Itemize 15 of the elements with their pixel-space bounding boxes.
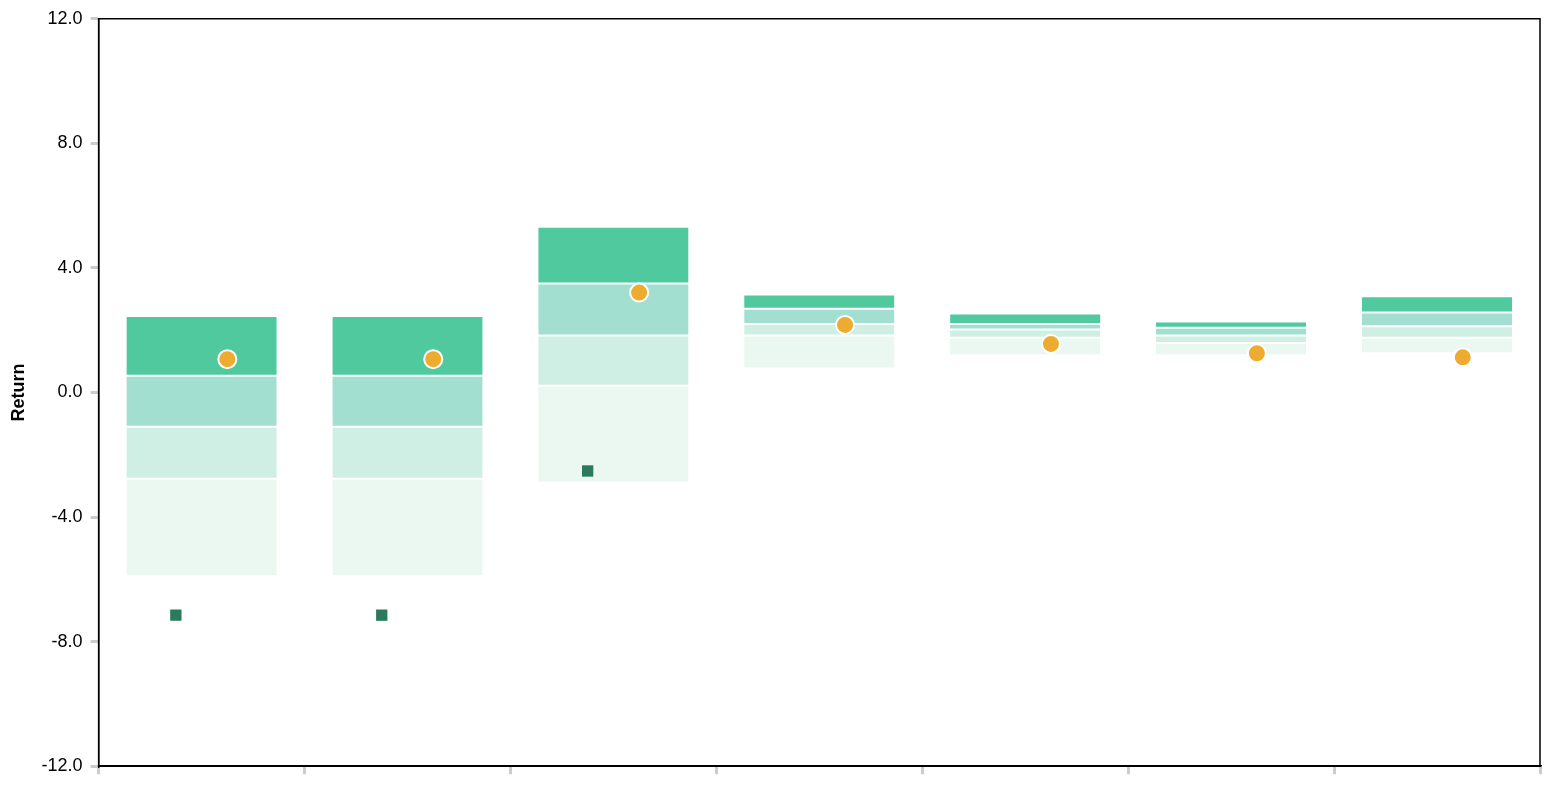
y-tick-label: 0.0 <box>57 381 83 402</box>
point <box>423 349 444 370</box>
y-tick-label: 4.0 <box>57 256 83 277</box>
point <box>1040 333 1061 354</box>
y-axis-title: Return <box>7 363 28 422</box>
point <box>835 314 856 335</box>
y-tick-label: 8.0 <box>57 132 83 153</box>
y-tick-label: -12.0 <box>41 755 83 776</box>
y-tick-label: -8.0 <box>51 630 83 651</box>
point <box>1452 347 1473 368</box>
point <box>217 349 238 370</box>
y-tick-label: 12.0 <box>47 7 83 28</box>
point <box>1246 343 1267 364</box>
y-tick-label: -4.0 <box>51 506 83 527</box>
point <box>629 282 650 303</box>
